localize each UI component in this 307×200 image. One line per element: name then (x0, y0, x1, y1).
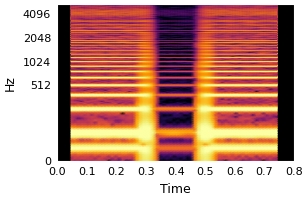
Y-axis label: Hz: Hz (4, 75, 17, 91)
X-axis label: Time: Time (160, 183, 191, 196)
